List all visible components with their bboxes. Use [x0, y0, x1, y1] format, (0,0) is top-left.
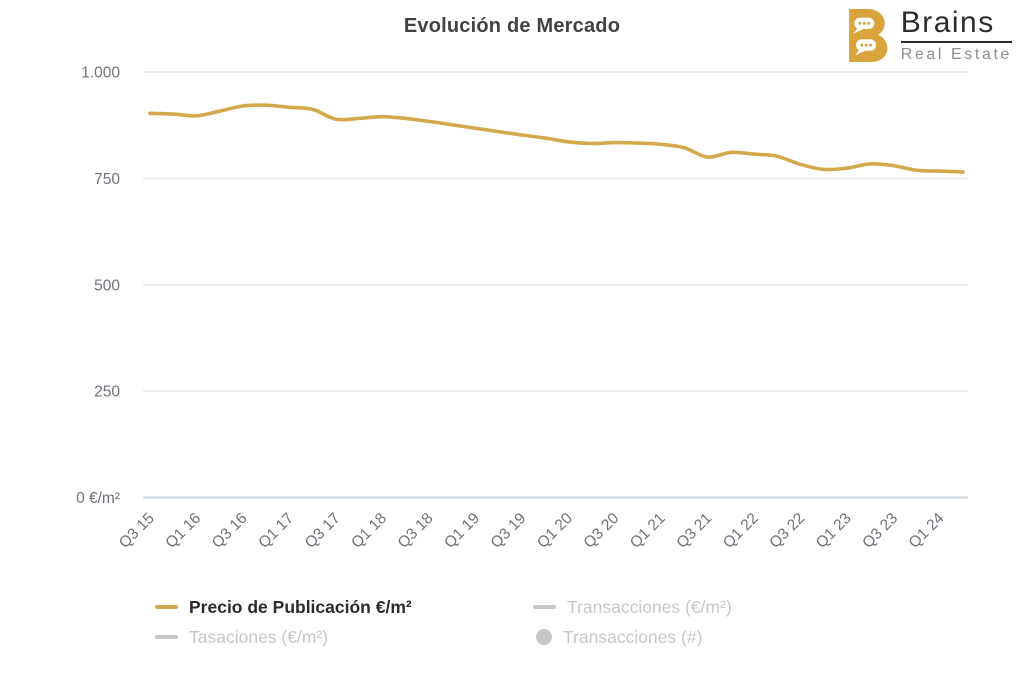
circle-marker-icon — [536, 629, 552, 645]
line-marker-icon — [155, 635, 178, 639]
y-tick-label: 750 — [94, 171, 120, 188]
y-tick-label: 0 €/m² — [76, 490, 120, 507]
legend-item-label: Transacciones (€/m²) — [567, 597, 732, 617]
x-tick-label: Q3 18 — [395, 510, 437, 552]
y-tick-label: 1.000 — [81, 65, 120, 82]
legend-item-label: Precio de Publicación €/m² — [189, 597, 412, 617]
legend-item-tasaciones-m[interactable]: Tasaciones (€/m²) — [155, 626, 533, 648]
legend-item-transacciones[interactable]: Transacciones (#) — [533, 626, 732, 648]
legend-item-transacciones-m[interactable]: Transacciones (€/m²) — [533, 596, 732, 618]
line-marker-icon — [155, 605, 178, 609]
x-tick-label: Q3 15 — [116, 510, 158, 552]
x-tick-label: Q3 22 — [766, 510, 808, 552]
x-tick-label: Q3 21 — [673, 510, 715, 552]
legend-item-label: Transacciones (#) — [563, 627, 703, 647]
brains-logo: Brains Real Estate — [843, 7, 1012, 64]
x-tick-label: Q1 23 — [813, 510, 855, 552]
x-tick-label: Q1 20 — [534, 510, 576, 552]
x-tick-label: Q1 17 — [255, 510, 297, 552]
x-tick-label: Q3 19 — [488, 510, 530, 552]
brains-b-icon — [848, 9, 888, 63]
y-tick-label: 250 — [94, 384, 120, 401]
x-tick-label: Q1 16 — [162, 510, 204, 552]
brains-logo-text: Brains Real Estate — [900, 7, 1012, 64]
legend-item-precio-de-publicaci-n-m[interactable]: Precio de Publicación €/m² — [155, 596, 533, 618]
x-tick-label: Q3 16 — [209, 510, 251, 552]
x-tick-label: Q1 21 — [627, 510, 669, 552]
x-tick-label: Q3 23 — [859, 510, 901, 552]
line-chart: 0 €/m² 250 500 750 1.000 Q3 15 Q1 16 Q3 16 Q1 17… — [76, 65, 968, 552]
speech-bubble-top-tail — [853, 27, 865, 35]
x-tick-label: Q1 22 — [720, 510, 762, 552]
legend-item-label: Tasaciones (€/m²) — [189, 627, 329, 647]
speech-bubble-bottom-tail — [854, 49, 866, 56]
x-tick-label: Q3 20 — [581, 510, 623, 552]
x-tick-label: Q3 17 — [302, 510, 344, 552]
chart-title: Evolución de Mercado — [403, 15, 621, 37]
chart-legend: Precio de Publicación €/m² Transacciones … — [155, 596, 732, 648]
brand-name: Brains — [900, 7, 1012, 43]
y-tick-label: 500 — [94, 277, 120, 294]
line-marker-icon — [533, 605, 556, 609]
brand-tagline: Real Estate — [900, 45, 1012, 63]
x-tick-label: Q1 18 — [348, 510, 390, 552]
series-precio-publicacion-line[interactable] — [148, 103, 965, 174]
x-tick-label: Q1 24 — [906, 510, 948, 552]
x-tick-label: Q1 19 — [441, 510, 483, 552]
